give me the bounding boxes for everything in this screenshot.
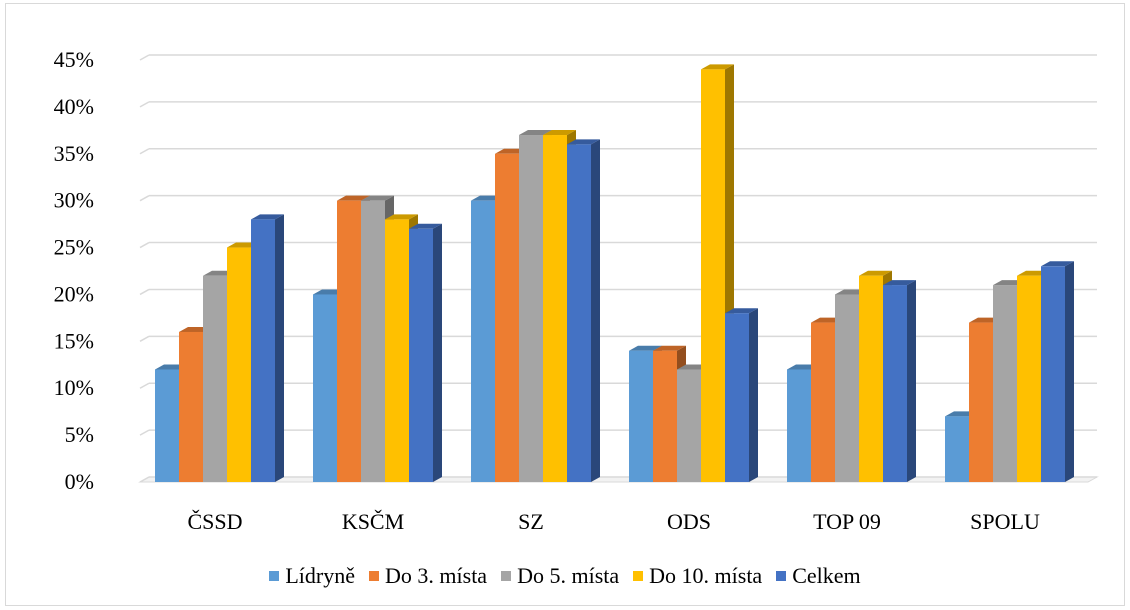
- x-tick-label: ODS: [667, 509, 711, 534]
- y-tick-label: 25%: [54, 235, 94, 260]
- x-tick-label: SPOLU: [970, 509, 1040, 534]
- chart-legend: Lídryně Do 3. místa Do 5. místa Do 10. míst…: [0, 563, 1130, 589]
- y-tick-label: 15%: [54, 328, 94, 353]
- gridline-depth: [139, 195, 150, 202]
- y-tick-label: 20%: [54, 281, 94, 306]
- gridline-depth: [139, 429, 150, 436]
- x-tick-label: TOP 09: [813, 509, 881, 534]
- y-tick-label: 10%: [54, 375, 94, 400]
- y-tick-label: 5%: [65, 422, 94, 447]
- legend-item: Lídryně: [269, 563, 355, 589]
- x-tick-label: ČSSD: [187, 509, 242, 534]
- y-tick-label: 40%: [54, 94, 94, 119]
- legend-swatch: [269, 571, 280, 581]
- bar: [409, 223, 442, 483]
- legend-swatch: [633, 571, 644, 581]
- legend-swatch: [369, 571, 380, 581]
- legend-item: Do 5. místa: [501, 563, 619, 589]
- y-tick-label: 0%: [65, 469, 94, 494]
- gridline-depth: [139, 241, 150, 249]
- legend-swatch: [501, 571, 512, 581]
- legend-label: Celkem: [792, 563, 861, 588]
- legend-swatch: [776, 571, 787, 581]
- gridline-depth: [139, 54, 150, 61]
- x-tick-label: SZ: [518, 509, 544, 534]
- bar: [1041, 261, 1074, 482]
- legend-label: Lídryně: [285, 563, 356, 588]
- legend-item: Do 10. místa: [633, 563, 762, 589]
- gridline-depth: [139, 288, 150, 296]
- legend-item: Celkem: [776, 563, 861, 589]
- bar: [251, 214, 284, 482]
- bar: [725, 308, 758, 482]
- gridline-depth: [139, 101, 150, 108]
- bar: [495, 148, 528, 482]
- gridline-depth: [139, 382, 150, 389]
- bar-chart: 0% 5% 10% 15% 20% 25% 30% 35% 40% 45% ČSSD KSČM SZ OD…: [54, 47, 1099, 534]
- x-tick-label: KSČM: [342, 509, 404, 534]
- legend-label: Do 10. místa: [649, 563, 763, 588]
- y-tick-label: 30%: [54, 188, 94, 213]
- legend-label: Do 5. místa: [517, 563, 620, 588]
- legend-label: Do 3. místa: [385, 563, 488, 588]
- bar: [883, 280, 916, 482]
- legend-item: Do 3. místa: [369, 563, 487, 589]
- gridline-depth: [139, 476, 150, 483]
- bar: [567, 139, 600, 482]
- y-tick-label: 35%: [54, 141, 94, 166]
- y-tick-label: 45%: [54, 47, 94, 72]
- gridline-depth: [139, 148, 150, 155]
- gridline-depth: [139, 335, 150, 342]
